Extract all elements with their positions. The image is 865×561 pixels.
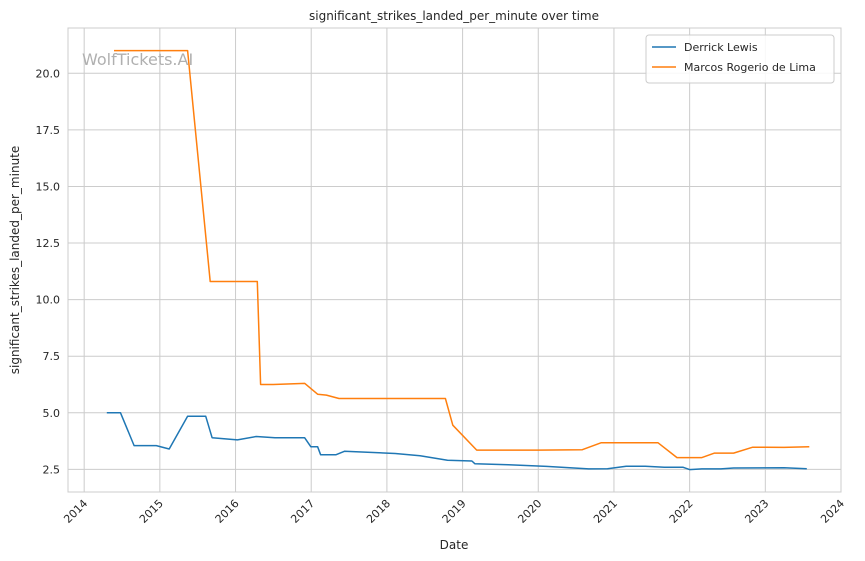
legend: Derrick Lewis Marcos Rogerio de Lima bbox=[645, 34, 835, 84]
x-tick-label: 2017 bbox=[288, 497, 317, 526]
x-tick-label: 2023 bbox=[742, 497, 771, 526]
x-tick-label: 2018 bbox=[364, 497, 393, 526]
x-tick-label: 2019 bbox=[440, 497, 469, 526]
y-tick-label: 17.5 bbox=[36, 124, 61, 137]
y-axis-label: significant_strikes_landed_per_minute bbox=[8, 146, 22, 375]
x-tick-label: 2014 bbox=[61, 497, 90, 526]
y-tick-label: 5.0 bbox=[43, 407, 61, 420]
x-axis-label: Date bbox=[440, 538, 469, 552]
y-tick-label: 10.0 bbox=[36, 294, 61, 307]
series-line-0 bbox=[106, 412, 807, 471]
y-axis: 2.5 5.0 7.5 10.0 12.5 15.0 17.5 20.0 bbox=[36, 67, 61, 476]
x-tick-label: 2024 bbox=[818, 497, 847, 526]
legend-label: Marcos Rogerio de Lima bbox=[684, 61, 816, 74]
grid bbox=[68, 28, 842, 492]
chart-title: significant_strikes_landed_per_minute ov… bbox=[309, 9, 599, 23]
plot-background bbox=[67, 27, 842, 493]
y-tick-label: 7.5 bbox=[43, 350, 61, 363]
y-tick-label: 12.5 bbox=[36, 237, 61, 250]
x-tick-label: 2020 bbox=[515, 497, 544, 526]
series-line-1 bbox=[114, 49, 810, 459]
y-tick-label: 15.0 bbox=[36, 180, 61, 193]
y-tick-label: 20.0 bbox=[36, 67, 61, 80]
watermark: WolfTickets.AI bbox=[82, 50, 193, 69]
x-tick-label: 2016 bbox=[213, 497, 242, 526]
legend-box bbox=[645, 34, 835, 84]
series-lines bbox=[106, 49, 810, 471]
x-tick-label: 2015 bbox=[137, 497, 166, 526]
x-axis: 2014 2015 2016 2017 2018 2019 2020 2021 2022 2023… bbox=[61, 497, 847, 526]
y-tick-label: 2.5 bbox=[43, 463, 61, 476]
x-tick-label: 2021 bbox=[591, 497, 620, 526]
legend-label: Derrick Lewis bbox=[684, 41, 758, 54]
x-tick-label: 2022 bbox=[667, 497, 696, 526]
